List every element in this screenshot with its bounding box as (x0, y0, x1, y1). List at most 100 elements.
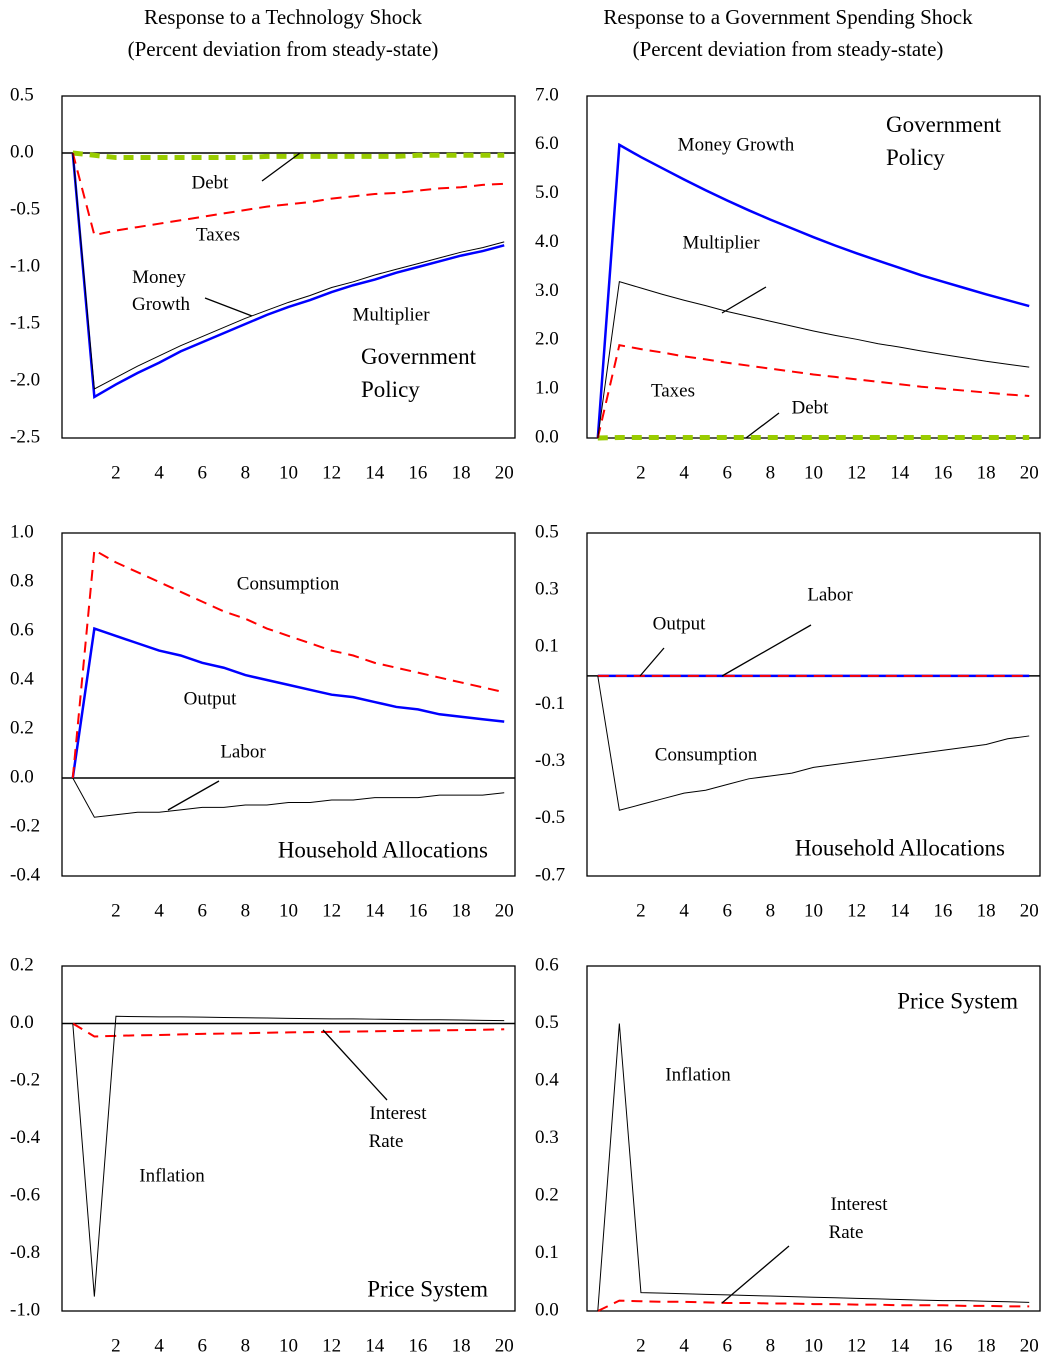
x-tick-label: 16 (933, 1335, 952, 1356)
y-tick-label: -2.5 (10, 426, 40, 447)
y-tick-label: 7.0 (535, 84, 559, 105)
x-tick-label: 6 (197, 900, 207, 921)
panel-label: Price System (367, 1276, 488, 1301)
x-tick-label: 10 (279, 1335, 298, 1356)
x-tick-label: 4 (154, 1335, 164, 1356)
series-label: Labor (220, 741, 266, 762)
series-label: Inflation (665, 1064, 731, 1085)
x-tick-label: 10 (279, 900, 298, 921)
x-tick-label: 6 (197, 462, 207, 483)
series-label: Consumption (655, 744, 758, 765)
x-tick-label: 12 (322, 1335, 341, 1356)
x-tick-label: 2 (111, 462, 121, 483)
y-tick-label: 0.6 (535, 954, 559, 975)
x-tick-label: 12 (322, 462, 341, 483)
leader-line (745, 412, 780, 439)
series-line (597, 1299, 1030, 1312)
y-tick-label: 2.0 (535, 329, 559, 350)
y-tick-label: 0.0 (10, 1012, 34, 1033)
panel-label: Price System (897, 988, 1018, 1013)
y-tick-label: 1.0 (10, 521, 34, 542)
x-tick-label: 4 (679, 462, 689, 483)
x-tick-label: 12 (847, 1335, 866, 1356)
y-tick-label: 0.3 (535, 579, 559, 600)
panel-label: Household Allocations (278, 837, 488, 862)
series-label: Output (184, 688, 238, 709)
x-tick-label: 6 (722, 462, 732, 483)
y-tick-label: 0.0 (535, 1299, 559, 1320)
x-tick-label: 10 (804, 462, 823, 483)
y-tick-label: 3.0 (535, 280, 559, 301)
leader-line (639, 647, 665, 677)
x-tick-label: 18 (977, 1335, 996, 1356)
column-subtitle: (Percent deviation from steady-state) (128, 37, 439, 61)
x-tick-label: 14 (890, 900, 910, 921)
x-tick-label: 18 (452, 1335, 471, 1356)
series-label: Multiplier (352, 304, 430, 325)
x-tick-label: 2 (636, 462, 646, 483)
plot-frame (586, 965, 1041, 1312)
y-tick-label: -0.8 (10, 1242, 40, 1263)
x-tick-label: 20 (495, 462, 514, 483)
x-tick-label: 8 (241, 900, 251, 921)
x-tick-label: 16 (408, 900, 427, 921)
leader-line (721, 1245, 790, 1304)
y-tick-label: 5.0 (535, 182, 559, 203)
x-tick-label: 18 (452, 462, 471, 483)
x-tick-label: 16 (408, 1335, 427, 1356)
y-tick-label: 0.0 (535, 426, 559, 447)
x-tick-label: 2 (111, 1335, 121, 1356)
plot-frame (61, 532, 516, 877)
series-line (71, 152, 505, 400)
x-tick-label: 12 (847, 462, 866, 483)
series-line (72, 152, 505, 390)
y-tick-label: -0.4 (10, 864, 41, 885)
y-tick-label: -0.4 (10, 1127, 41, 1148)
x-tick-label: 4 (679, 1335, 689, 1356)
y-tick-label: 0.8 (10, 570, 34, 591)
panel-label: Household Allocations (795, 835, 1005, 860)
series-line (72, 1015, 505, 1297)
x-tick-label: 2 (636, 1335, 646, 1356)
series-label: Taxes (651, 380, 695, 401)
x-tick-label: 12 (847, 900, 866, 921)
y-tick-label: 0.5 (535, 521, 559, 542)
x-tick-label: 4 (679, 900, 689, 921)
series-label: Output (653, 613, 707, 634)
y-tick-label: 0.5 (535, 1012, 559, 1033)
x-tick-label: 14 (365, 900, 385, 921)
y-tick-label: -2.0 (10, 369, 40, 390)
x-tick-label: 16 (933, 900, 952, 921)
x-tick-label: 4 (154, 462, 164, 483)
y-tick-label: 4.0 (535, 231, 559, 252)
y-tick-label: 0.2 (535, 1184, 559, 1205)
series-line (72, 777, 505, 818)
x-tick-label: 6 (722, 900, 732, 921)
plot-frame (61, 965, 516, 1312)
x-tick-label: 20 (1020, 900, 1039, 921)
panel-label: Government Policy (361, 344, 477, 402)
y-tick-label: 0.2 (10, 717, 34, 738)
series-line (72, 1022, 505, 1038)
y-tick-label: -0.3 (535, 750, 565, 771)
x-tick-label: 4 (154, 900, 164, 921)
x-tick-label: 8 (241, 462, 251, 483)
series-line (71, 548, 505, 779)
x-tick-label: 10 (279, 462, 298, 483)
x-tick-label: 16 (933, 462, 952, 483)
plot-frame (61, 95, 516, 439)
x-tick-label: 18 (977, 900, 996, 921)
y-tick-label: -0.1 (535, 693, 565, 714)
y-tick-label: 0.0 (10, 766, 34, 787)
column-subtitle: (Percent deviation from steady-state) (633, 37, 944, 61)
x-tick-label: 6 (722, 1335, 732, 1356)
y-tick-label: -0.2 (10, 1069, 40, 1090)
y-tick-label: 0.4 (10, 668, 34, 689)
series-line (596, 344, 1030, 439)
x-tick-label: 20 (1020, 462, 1039, 483)
y-tick-label: -1.0 (10, 255, 40, 276)
leader-line (721, 624, 812, 677)
series-line (71, 626, 505, 779)
plot-frame (586, 95, 1041, 439)
